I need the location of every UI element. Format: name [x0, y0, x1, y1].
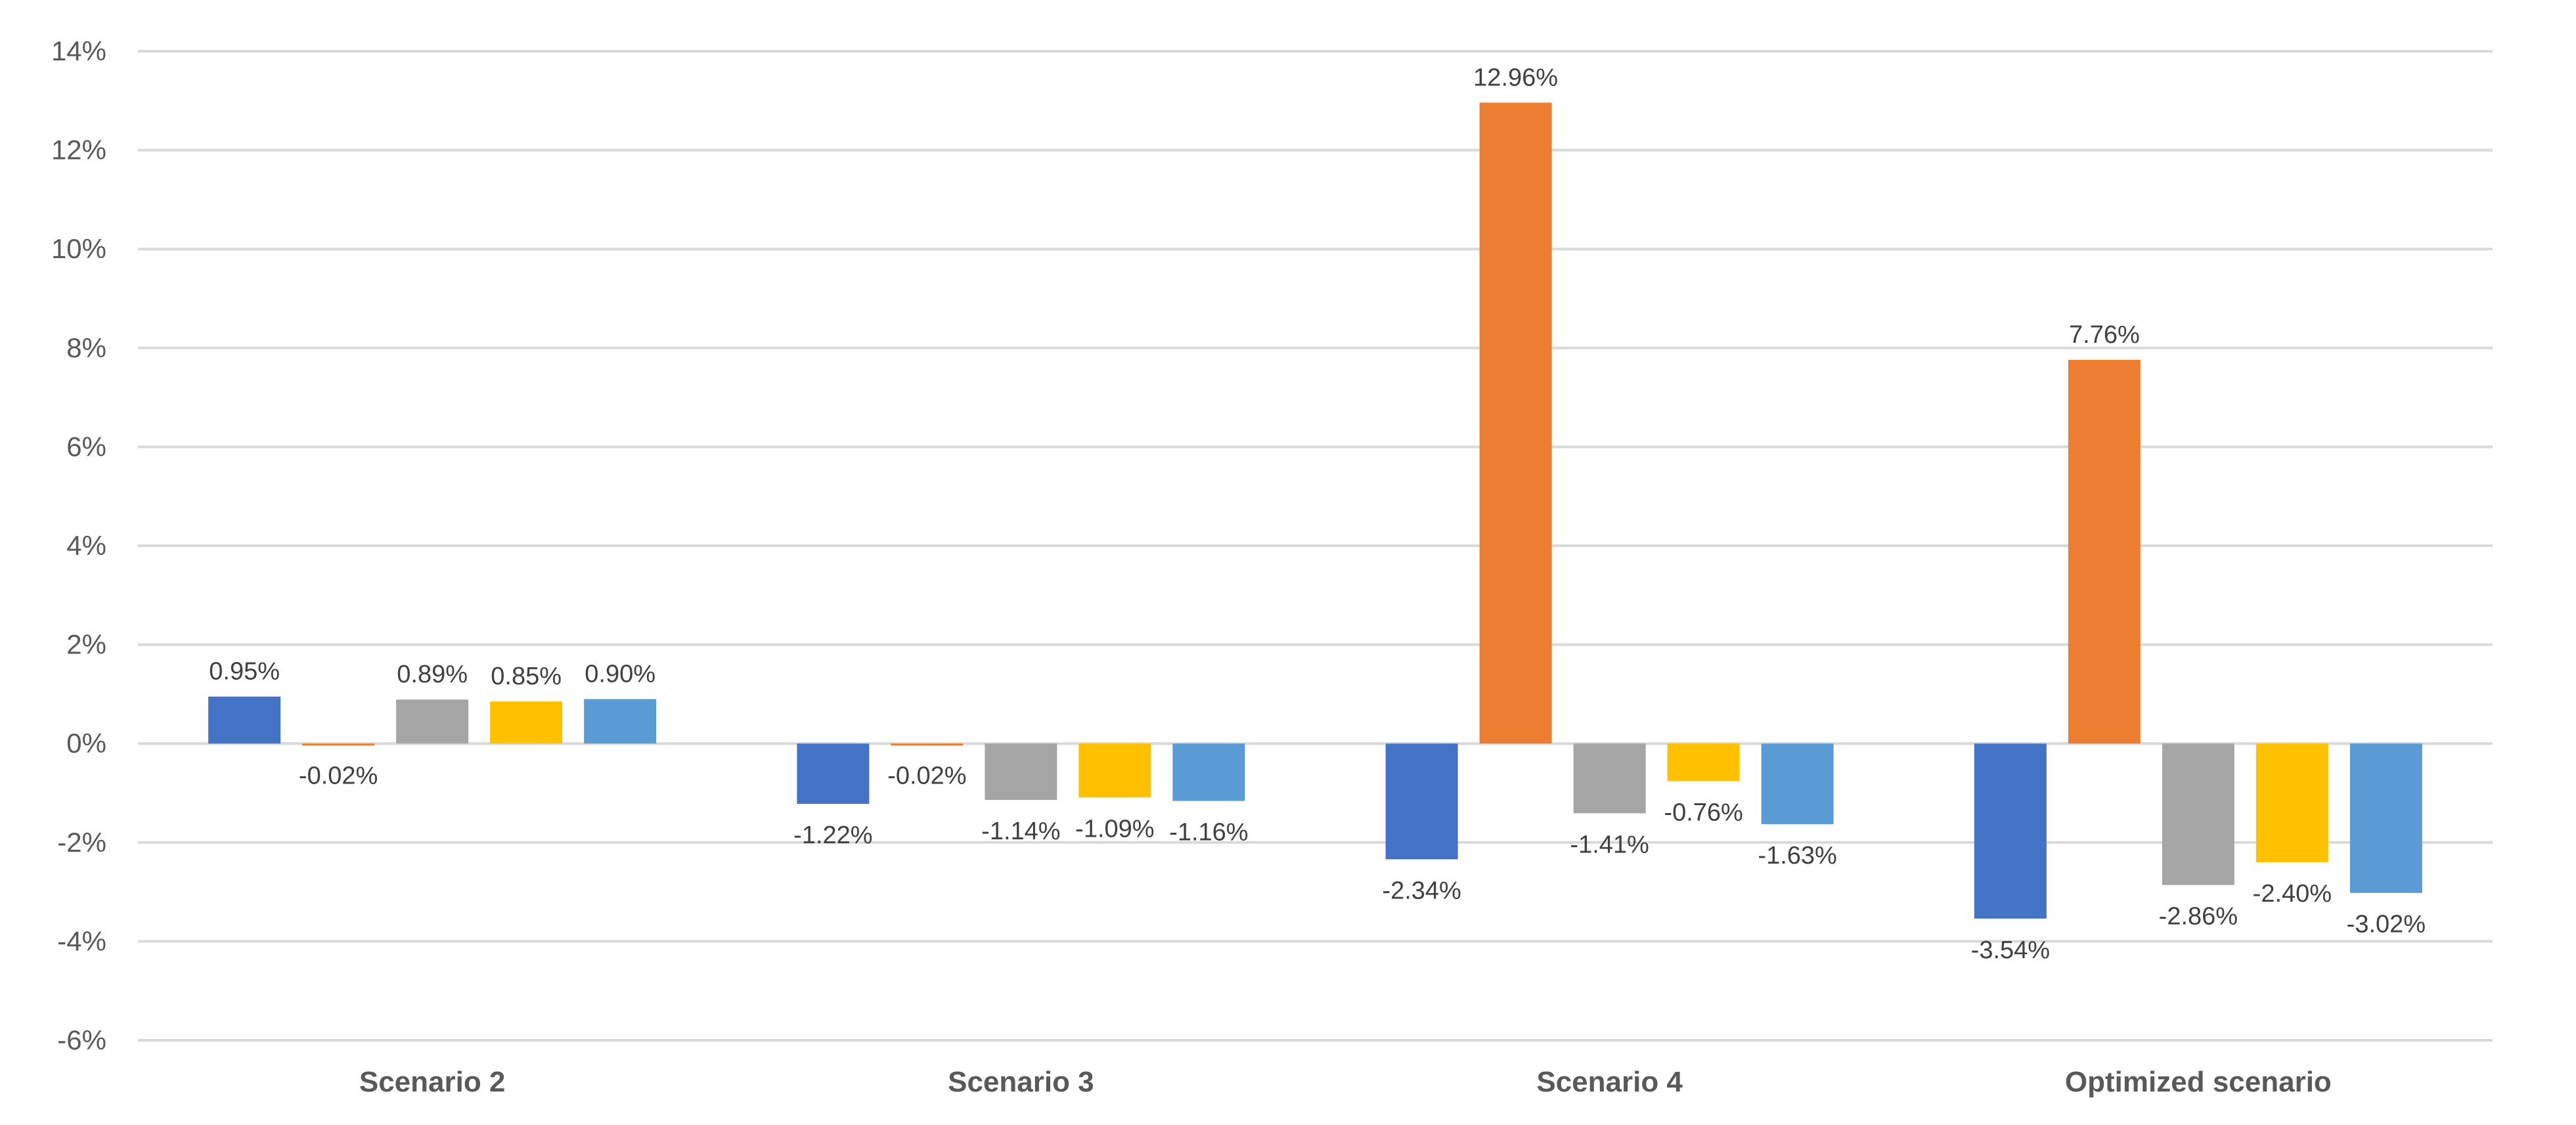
data-label: -1.14%: [981, 818, 1060, 845]
bar-3-4: [2162, 743, 2234, 885]
data-label: -2.34%: [1382, 877, 1461, 904]
y-axis-tick-labels: -6% -4% -2% 0% 2% 4% 6% 8% 10% 12% 14%: [51, 35, 106, 1055]
bar-4-1: [490, 701, 563, 744]
category-label: Scenario 2: [359, 1066, 506, 1098]
bar-2-2: [891, 743, 964, 746]
bar-4-4: [2255, 743, 2328, 862]
data-label: -0.76%: [1664, 799, 1743, 826]
data-label: -2.40%: [2253, 880, 2332, 908]
y-tick-label: -2%: [57, 827, 106, 858]
data-label: -1.63%: [1758, 842, 1836, 870]
data-label: 0.89%: [397, 661, 468, 688]
bar-3-3: [1573, 743, 1646, 814]
gridlines: [138, 50, 2493, 1042]
data-labels: 0.95% -0.02% 0.89% 0.85% 0.90% -1.22% -0.02% -1…: [209, 64, 2426, 963]
data-label: -0.02%: [299, 762, 378, 790]
category-label: Scenario 4: [1536, 1066, 1683, 1098]
bar-5-1: [584, 699, 657, 744]
bar-5-2: [1172, 743, 1245, 801]
y-tick-label: 4%: [66, 530, 106, 561]
y-tick-label: -6%: [57, 1025, 106, 1055]
data-label: -3.02%: [2347, 911, 2426, 938]
bar-2-3: [1479, 102, 1552, 744]
data-label: 0.95%: [209, 658, 280, 686]
data-label: -0.02%: [887, 762, 966, 790]
y-tick-label: -4%: [57, 925, 106, 956]
bar-3-2: [985, 743, 1057, 801]
data-label: -2.86%: [2159, 903, 2238, 931]
bar-1-1: [208, 696, 281, 744]
bar-5-3: [1761, 743, 1834, 824]
bar-4-3: [1667, 743, 1740, 782]
bar-5-4: [2349, 743, 2422, 893]
y-tick-label: 14%: [51, 35, 106, 66]
bar-2-4: [2068, 359, 2141, 744]
bars: [208, 102, 2422, 919]
y-tick-label: 8%: [66, 332, 106, 363]
y-tick-label: 10%: [51, 233, 106, 264]
data-label: -1.22%: [793, 822, 872, 849]
bar-2-1: [302, 743, 375, 746]
bar-1-3: [1385, 743, 1458, 860]
bar-1-4: [1974, 743, 2047, 919]
bar-3-1: [396, 699, 469, 744]
category-label: Optimized scenario: [2065, 1066, 2332, 1098]
data-label: 0.85%: [491, 663, 562, 690]
data-label: -1.41%: [1570, 831, 1649, 858]
category-label: Scenario 3: [948, 1066, 1094, 1098]
data-label: -1.09%: [1075, 815, 1154, 843]
data-label: 7.76%: [2069, 321, 2140, 349]
bar-4-2: [1078, 743, 1151, 798]
y-tick-label: 2%: [66, 629, 106, 660]
y-tick-label: 0%: [66, 728, 106, 759]
y-tick-label: 6%: [66, 431, 106, 462]
category-labels: Scenario 2 Scenario 3 Scenario 4 Optimized …: [359, 1066, 2332, 1098]
data-label: -1.16%: [1169, 819, 1248, 847]
data-label: 12.96%: [1473, 64, 1558, 91]
bar-1-2: [797, 743, 870, 805]
y-tick-label: 12%: [51, 135, 106, 165]
data-label: 0.90%: [585, 660, 655, 688]
data-label: -3.54%: [1971, 937, 2050, 964]
